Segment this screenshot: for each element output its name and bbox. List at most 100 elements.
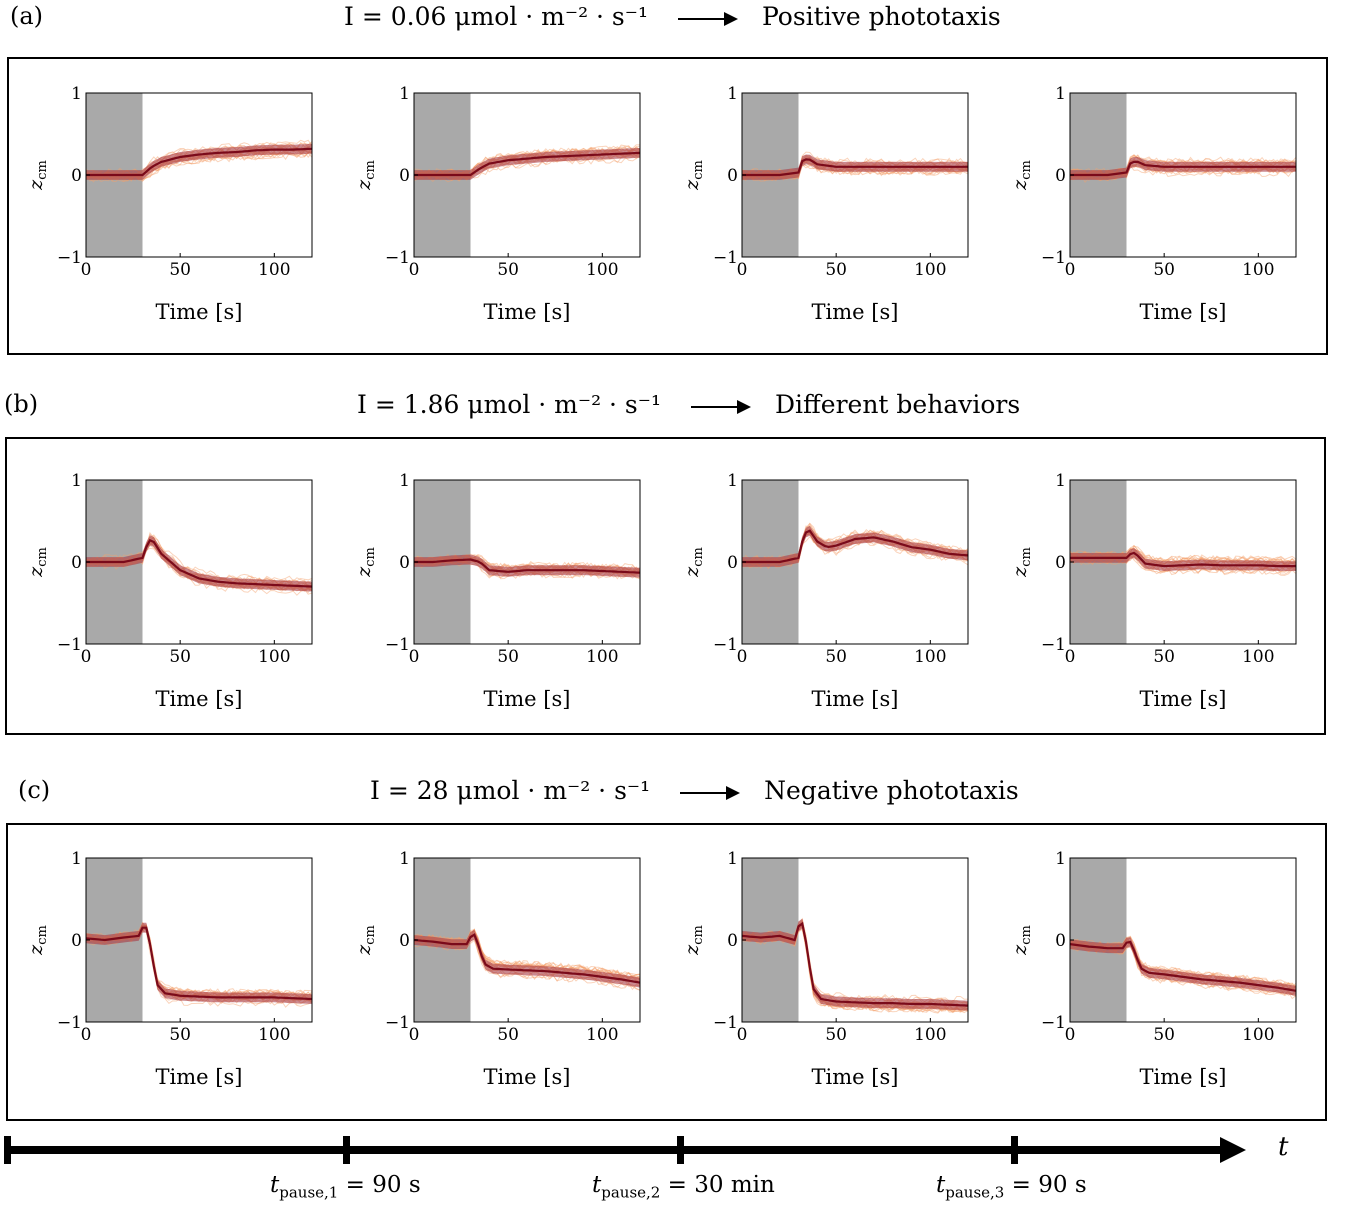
- y-tick-label: 1: [727, 471, 738, 491]
- y-tick-label: 1: [71, 84, 82, 104]
- x-axis-label: Time [s]: [156, 1065, 243, 1089]
- x-tick-label: 0: [409, 1025, 420, 1045]
- timeline-pause-1: tpause,1 = 90 s: [270, 1172, 421, 1202]
- y-tick-label: −1: [57, 1013, 82, 1033]
- x-tick-label: 50: [497, 1025, 519, 1045]
- std-band: [86, 143, 312, 180]
- y-tick-label: 1: [1055, 84, 1066, 104]
- mean-trace: [86, 538, 313, 588]
- y-tick-label: 0: [399, 553, 410, 573]
- mean-trace: [741, 921, 969, 1007]
- y-tick-label: 0: [727, 931, 738, 951]
- row-box-b: [5, 437, 1326, 735]
- x-tick-label: 0: [1065, 1025, 1076, 1045]
- trial-trace: [741, 522, 969, 563]
- y-tick-label: 0: [399, 931, 410, 951]
- y-axis-label: zcm: [353, 160, 378, 191]
- x-tick-label: 100: [258, 1025, 290, 1045]
- x-tick-label: 50: [497, 260, 519, 280]
- row-header-c: I = 28 μmol · m⁻² · s⁻¹ Negative phototax…: [370, 776, 1019, 805]
- trial-trace: [413, 929, 641, 977]
- y-tick-label: −1: [1041, 1013, 1066, 1033]
- dark-period-shade: [1070, 858, 1127, 1022]
- std-band: [1070, 157, 1296, 180]
- y-tick-label: −1: [57, 635, 82, 655]
- x-tick-label: 100: [914, 647, 946, 667]
- y-axis-label: zcm: [681, 547, 706, 578]
- std-band: [1070, 937, 1296, 996]
- y-axis-label: zcm: [1009, 547, 1034, 578]
- timeline-pause-3: tpause,3 = 90 s: [936, 1172, 1087, 1202]
- y-tick-label: 1: [399, 84, 410, 104]
- x-tick-label: 50: [1153, 1025, 1175, 1045]
- x-tick-label: 100: [586, 1025, 618, 1045]
- y-tick-label: −1: [57, 248, 82, 268]
- y-tick-label: 0: [1055, 166, 1066, 186]
- y-tick-label: 0: [727, 553, 738, 573]
- mean-trace: [1070, 160, 1296, 177]
- y-tick-label: −1: [385, 635, 410, 655]
- std-band: [86, 922, 312, 1004]
- x-tick-label: 100: [914, 1025, 946, 1045]
- row-box-a: [7, 57, 1328, 355]
- x-tick-label: 50: [825, 260, 847, 280]
- trial-trace: [1069, 551, 1297, 566]
- x-axis-label: Time [s]: [484, 300, 571, 324]
- x-tick-label: 0: [737, 1025, 748, 1045]
- x-tick-label: 0: [81, 260, 92, 280]
- y-tick-label: 0: [399, 166, 410, 186]
- timeline-pause-2: tpause,2 = 30 min: [592, 1172, 775, 1202]
- mean-trace: [742, 529, 969, 564]
- trial-trace: [1069, 936, 1297, 988]
- y-axis-label: zcm: [1009, 160, 1034, 191]
- x-tick-label: 0: [1065, 260, 1076, 280]
- y-tick-label: 0: [71, 553, 82, 573]
- x-tick-label: 100: [1242, 260, 1274, 280]
- row-tag-b: (b): [4, 390, 39, 418]
- x-tick-label: 0: [1065, 647, 1076, 667]
- outcome-label: Positive phototaxis: [761, 2, 1001, 31]
- timeline-axis: [6, 1146, 1228, 1154]
- x-tick-label: 100: [586, 647, 618, 667]
- x-tick-label: 0: [409, 647, 420, 667]
- x-axis-label: Time [s]: [812, 1065, 899, 1089]
- x-axis-label: Time [s]: [812, 300, 899, 324]
- x-axis-label: Time [s]: [1140, 687, 1227, 711]
- y-tick-label: 1: [727, 84, 738, 104]
- timeline-axis-label: t: [1278, 1132, 1289, 1162]
- outcome-label: Negative phototaxis: [764, 776, 1019, 805]
- y-axis-label: zcm: [681, 925, 706, 956]
- y-tick-label: 1: [727, 849, 738, 869]
- y-axis-label: zcm: [25, 547, 50, 578]
- x-tick-label: 0: [81, 1025, 92, 1045]
- y-tick-label: 0: [727, 166, 738, 186]
- y-tick-label: −1: [713, 1013, 738, 1033]
- timeline-arrowhead-icon: [1220, 1137, 1246, 1163]
- y-tick-label: 1: [1055, 471, 1066, 491]
- trial-trace: [85, 547, 313, 596]
- x-tick-label: 0: [737, 647, 748, 667]
- x-tick-label: 100: [1242, 1025, 1274, 1045]
- trial-trace: [413, 929, 641, 978]
- y-axis-label: zcm: [353, 547, 378, 578]
- x-tick-label: 50: [825, 647, 847, 667]
- x-tick-label: 50: [169, 1025, 191, 1045]
- mean-trace: [1070, 551, 1296, 568]
- x-axis-label: Time [s]: [1140, 1065, 1227, 1089]
- y-tick-label: 0: [1055, 553, 1066, 573]
- y-axis-label: zcm: [353, 925, 378, 956]
- trial-trace: [1069, 547, 1297, 566]
- mean-trace: [85, 926, 313, 1001]
- intensity-label: I = 0.06 μmol · m⁻² · s⁻¹: [344, 2, 648, 31]
